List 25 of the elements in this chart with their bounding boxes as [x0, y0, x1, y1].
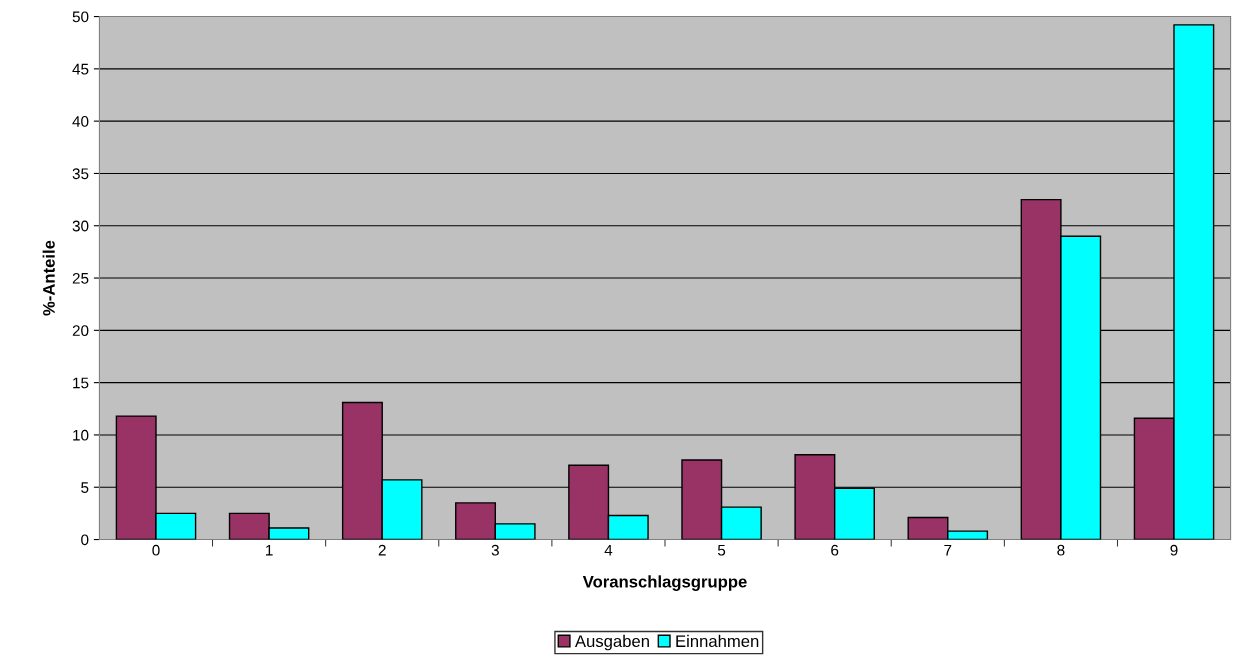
legend-label: Ausgaben [574, 634, 649, 651]
y-tick-label: 35 [72, 168, 89, 180]
x-tick-label: 5 [717, 544, 726, 556]
x-tick-label: 1 [266, 544, 273, 556]
legend-label: Einnahmen [676, 634, 759, 648]
x-tick-label: 7 [944, 544, 952, 556]
x-axis-title: Voranschlagsgruppe [582, 575, 747, 591]
y-tick-label: 45 [72, 63, 89, 75]
y-tick-label: 0 [81, 534, 89, 546]
x-tick-label: 9 [1170, 544, 1178, 556]
x-tick-label: 4 [604, 544, 613, 556]
x-tick-label: 8 [1057, 544, 1065, 556]
x-tick-label: 6 [831, 544, 839, 556]
y-tick-label: 50 [72, 11, 89, 23]
x-tick-label: 2 [378, 544, 386, 556]
x-tick-label: 3 [491, 544, 499, 556]
y-tick-label: 20 [72, 325, 89, 337]
y-tick-label: 5 [81, 482, 89, 493]
y-tick-label: 30 [72, 220, 89, 232]
y-tick-label: 40 [72, 116, 89, 127]
y-axis-title: %-Anteile [42, 240, 55, 316]
x-tick-label: 0 [152, 544, 160, 556]
y-tick-label: 25 [72, 272, 89, 284]
y-tick-label: 15 [73, 377, 89, 389]
y-tick-label: 10 [73, 429, 89, 441]
